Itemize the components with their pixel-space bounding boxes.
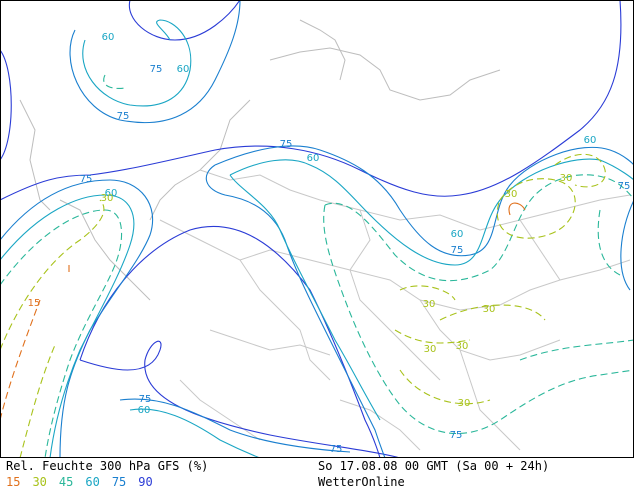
contour-label: 30 xyxy=(483,304,496,315)
legend-value: 30 xyxy=(32,475,47,489)
legend-value: 15 xyxy=(6,475,21,489)
contour-label: 30 xyxy=(560,173,573,184)
contour-label: 75 xyxy=(618,181,631,192)
model-run: So 17.08.08 00 GMT (Sa 00 + 24h) xyxy=(318,459,550,473)
legend-value: 75 xyxy=(111,475,127,489)
contour-label: 30 xyxy=(424,344,437,355)
provider-name: WetterOnline xyxy=(318,475,405,489)
contour-label: 75 xyxy=(330,444,343,455)
contour-label: 30 xyxy=(101,193,114,204)
contour-label: 60 xyxy=(451,229,464,240)
isolines xyxy=(0,0,634,458)
country-borders xyxy=(19,19,631,451)
contour-label: 30 xyxy=(505,189,518,200)
map-title: Rel. Feuchte 300 hPa GFS (%) xyxy=(6,459,209,473)
contour-label: 60 xyxy=(138,405,151,416)
legend: 15 30 45 60 75 90 xyxy=(6,475,165,489)
contour-label: 60 xyxy=(105,188,118,199)
contour-label: 75 xyxy=(451,245,464,256)
contour-label: 60 xyxy=(177,64,190,75)
legend-value: 45 xyxy=(58,475,74,489)
contour-label: 75 xyxy=(150,64,163,75)
contour-label: 75 xyxy=(139,394,152,405)
contour-label: 60 xyxy=(584,135,597,146)
humidity-map: 60 75 60 75 75 60 75 60 30 15 75 60 60 30 30 75 30 30 30 30… xyxy=(0,0,634,458)
legend-value: 60 xyxy=(85,475,100,489)
contour-label: 30 xyxy=(423,299,436,310)
legend-value: 90 xyxy=(138,475,153,489)
contour-label: 30 xyxy=(456,341,469,352)
map-footer: Rel. Feuchte 300 hPa GFS (%) 15 30 45 60 75 9… xyxy=(0,458,634,490)
contour-label: 75 xyxy=(280,139,293,150)
contour-label: 30 xyxy=(458,398,471,409)
contour-label: 60 xyxy=(307,153,320,164)
contour-label: 15 xyxy=(28,298,41,309)
contour-label: 75 xyxy=(450,430,463,441)
contour-label: 60 xyxy=(102,32,115,43)
contour-label: 75 xyxy=(80,174,93,185)
contour-label: 75 xyxy=(117,111,130,122)
